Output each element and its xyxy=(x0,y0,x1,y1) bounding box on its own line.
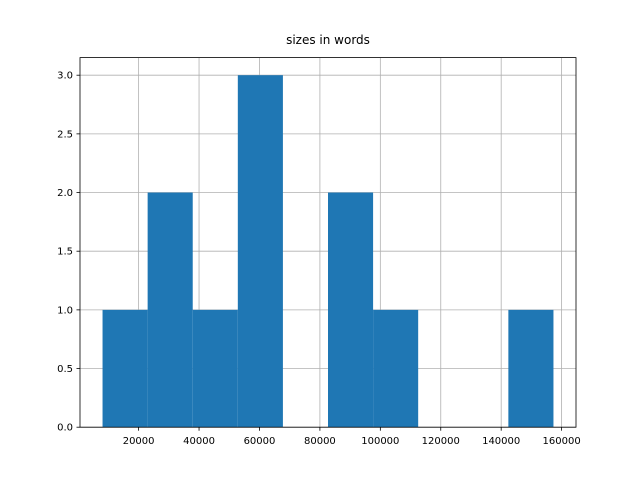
bar xyxy=(508,309,554,428)
bars xyxy=(102,75,554,428)
x-tick-label: 80000 xyxy=(304,436,336,447)
x-tick-label: 100000 xyxy=(361,436,399,447)
bar xyxy=(373,309,419,428)
y-tick-label: 2.0 xyxy=(57,188,73,199)
bar xyxy=(192,309,238,428)
x-tick-label: 40000 xyxy=(183,436,215,447)
x-tick-label: 120000 xyxy=(422,436,460,447)
y-tick-label: 0.5 xyxy=(57,364,73,375)
x-tick-label: 20000 xyxy=(123,436,155,447)
y-tick-label: 1.5 xyxy=(57,247,73,258)
bar xyxy=(328,192,374,428)
bar xyxy=(102,309,148,428)
bar xyxy=(237,75,283,428)
y-tick-label: 2.5 xyxy=(57,129,73,140)
x-tick-label: 160000 xyxy=(543,436,581,447)
axes-frame xyxy=(79,57,577,428)
y-tick-label: 3.0 xyxy=(57,71,73,82)
bar xyxy=(147,192,193,428)
chart-title: sizes in words xyxy=(286,33,370,47)
x-tick-label: 60000 xyxy=(244,436,276,447)
y-tick-label: 0.0 xyxy=(57,423,73,434)
y-tick-label: 1.0 xyxy=(57,305,73,316)
x-tick-label: 140000 xyxy=(482,436,520,447)
